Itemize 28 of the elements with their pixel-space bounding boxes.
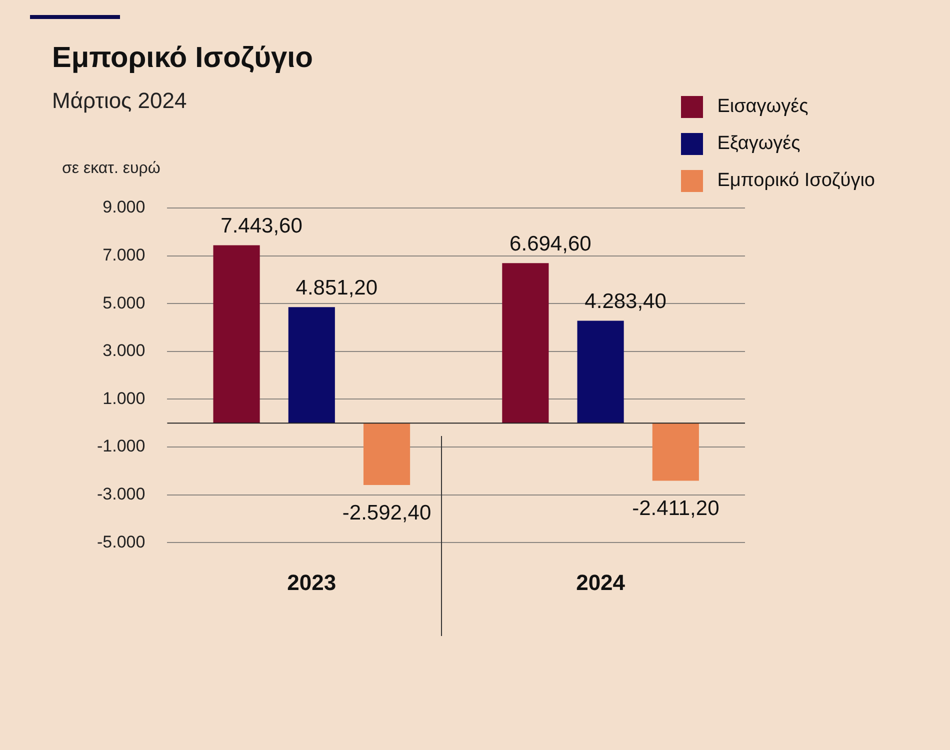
bar [363,423,410,486]
data-label: 7.443,60 [220,214,302,238]
data-label: 4.851,20 [296,276,378,300]
chart-title: Εμπορικό Ισοζύγιο [52,42,313,75]
y-axis-title: σε εκατ. ευρώ [62,160,160,178]
y-tick-label: -1.000 [97,436,146,456]
legend-label: Εισαγωγές [717,96,808,118]
y-tick-label: 5.000 [102,293,146,312]
bar [577,320,624,424]
y-tick-label: -5.000 [97,532,146,552]
legend-label: Εξαγωγές [717,132,800,154]
x-tick-label: 2024 [576,570,626,595]
chart-subtitle: Μάρτιος 2024 [52,88,187,114]
legend-label: Εμπορικό Ισοζύγιο [717,170,875,192]
y-tick-label: 9.000 [102,198,146,217]
bar [213,245,260,424]
data-label: -2.411,20 [632,497,720,520]
bar [652,423,699,481]
data-label: -2.592,40 [342,501,432,524]
y-tick-label: 1.000 [102,388,146,408]
y-tick-label: -3.000 [97,484,146,504]
y-tick-label: 3.000 [102,341,146,360]
x-tick-label: 2023 [287,570,336,595]
bar [288,307,335,424]
y-tick-label: 7.000 [102,245,146,264]
data-label: 6.694,60 [510,232,592,256]
data-label: 4.283,40 [584,290,666,314]
bar [502,263,549,424]
